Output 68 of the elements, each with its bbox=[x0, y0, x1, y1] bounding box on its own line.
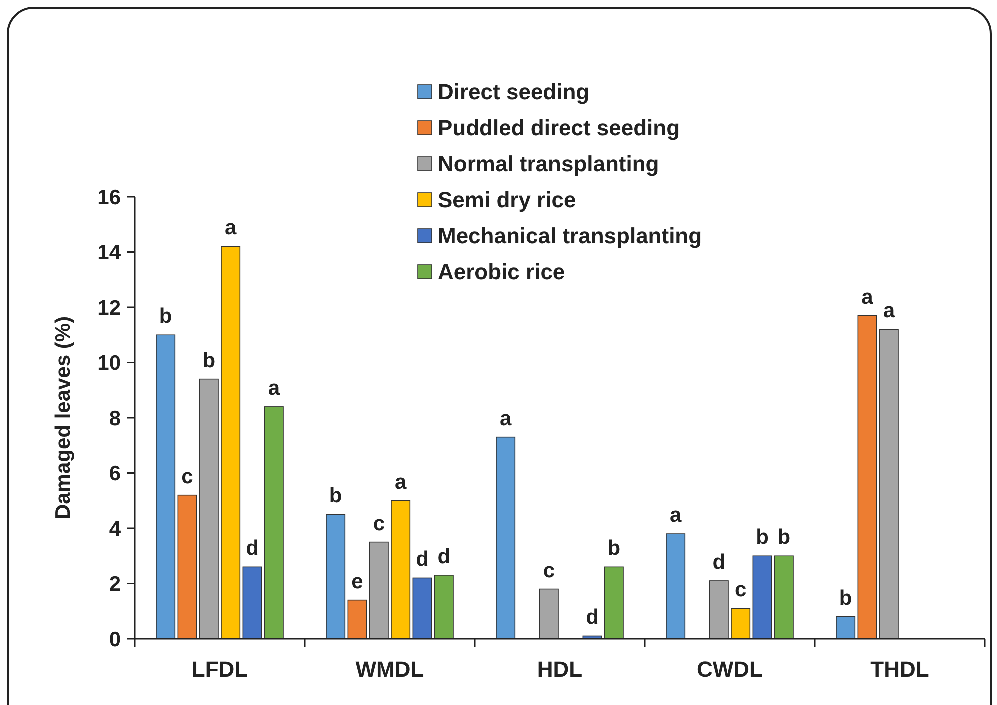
bar bbox=[539, 588, 559, 640]
bar bbox=[774, 556, 794, 640]
y-tick-label: 10 bbox=[98, 352, 121, 376]
data-label: b bbox=[202, 349, 216, 372]
bar bbox=[326, 514, 346, 640]
data-label: d bbox=[246, 537, 259, 560]
y-tick-label: 14 bbox=[98, 242, 122, 265]
y-tick-label: 8 bbox=[109, 407, 122, 430]
bar bbox=[221, 246, 241, 640]
data-label: d bbox=[438, 545, 451, 568]
legend-label: Aerobic rice bbox=[438, 260, 566, 285]
data-label: d bbox=[416, 548, 429, 572]
bar bbox=[156, 334, 176, 640]
legend-label: Mechanical transplanting bbox=[438, 224, 702, 249]
data-label: c bbox=[734, 578, 747, 602]
x-tick-label: LFDL bbox=[192, 657, 248, 682]
data-label: c bbox=[373, 512, 386, 536]
bar bbox=[604, 566, 624, 640]
y-tick-label: 6 bbox=[109, 462, 121, 486]
y-tick-label: 12 bbox=[98, 296, 121, 320]
data-label: a bbox=[883, 300, 896, 323]
y-tick-label: 4 bbox=[109, 518, 122, 541]
data-label: c bbox=[182, 465, 194, 488]
data-label: a bbox=[862, 286, 874, 309]
bar bbox=[264, 406, 284, 640]
data-label: a bbox=[500, 407, 512, 430]
bar bbox=[731, 608, 751, 640]
data-label: a bbox=[224, 216, 237, 240]
data-label: b bbox=[608, 537, 621, 560]
y-tick-label: 0 bbox=[109, 628, 121, 652]
data-label: b bbox=[756, 526, 769, 550]
bar bbox=[412, 578, 432, 640]
bar bbox=[242, 566, 262, 640]
data-label: d bbox=[586, 606, 599, 630]
bar bbox=[752, 556, 772, 640]
data-label: e bbox=[352, 570, 364, 594]
x-tick-label: WMDL bbox=[356, 657, 424, 682]
bar bbox=[836, 616, 856, 640]
y-tick-label: 16 bbox=[98, 186, 121, 210]
bar bbox=[709, 580, 729, 640]
y-tick-label: 2 bbox=[109, 573, 121, 596]
bar bbox=[391, 500, 411, 640]
legend-label: Normal transplanting bbox=[438, 152, 660, 177]
y-axis-title: Damaged leaves (%) bbox=[52, 316, 75, 520]
data-label: a bbox=[394, 470, 407, 494]
data-label: d bbox=[712, 550, 726, 574]
data-label: a bbox=[670, 504, 682, 528]
bar bbox=[178, 494, 198, 640]
data-label: c bbox=[543, 559, 556, 582]
bar bbox=[348, 600, 368, 640]
x-tick-label: THDL bbox=[870, 657, 930, 682]
bar bbox=[199, 378, 219, 640]
x-tick-label: HDL bbox=[537, 657, 583, 682]
bar bbox=[666, 534, 686, 640]
data-label: b bbox=[329, 484, 342, 508]
bar bbox=[369, 542, 389, 640]
data-label: b bbox=[778, 526, 791, 550]
bar bbox=[879, 329, 899, 640]
bar bbox=[434, 575, 454, 640]
data-label: b bbox=[159, 305, 172, 328]
data-label: a bbox=[268, 376, 280, 400]
data-label: b bbox=[839, 586, 852, 610]
legend-label: Semi dry rice bbox=[438, 188, 576, 213]
x-tick-label: CWDL bbox=[697, 657, 763, 682]
legend-label: Puddled direct seeding bbox=[438, 116, 680, 141]
legend-label: Direct seeding bbox=[438, 80, 590, 105]
bar bbox=[496, 436, 516, 640]
bar bbox=[858, 315, 878, 640]
